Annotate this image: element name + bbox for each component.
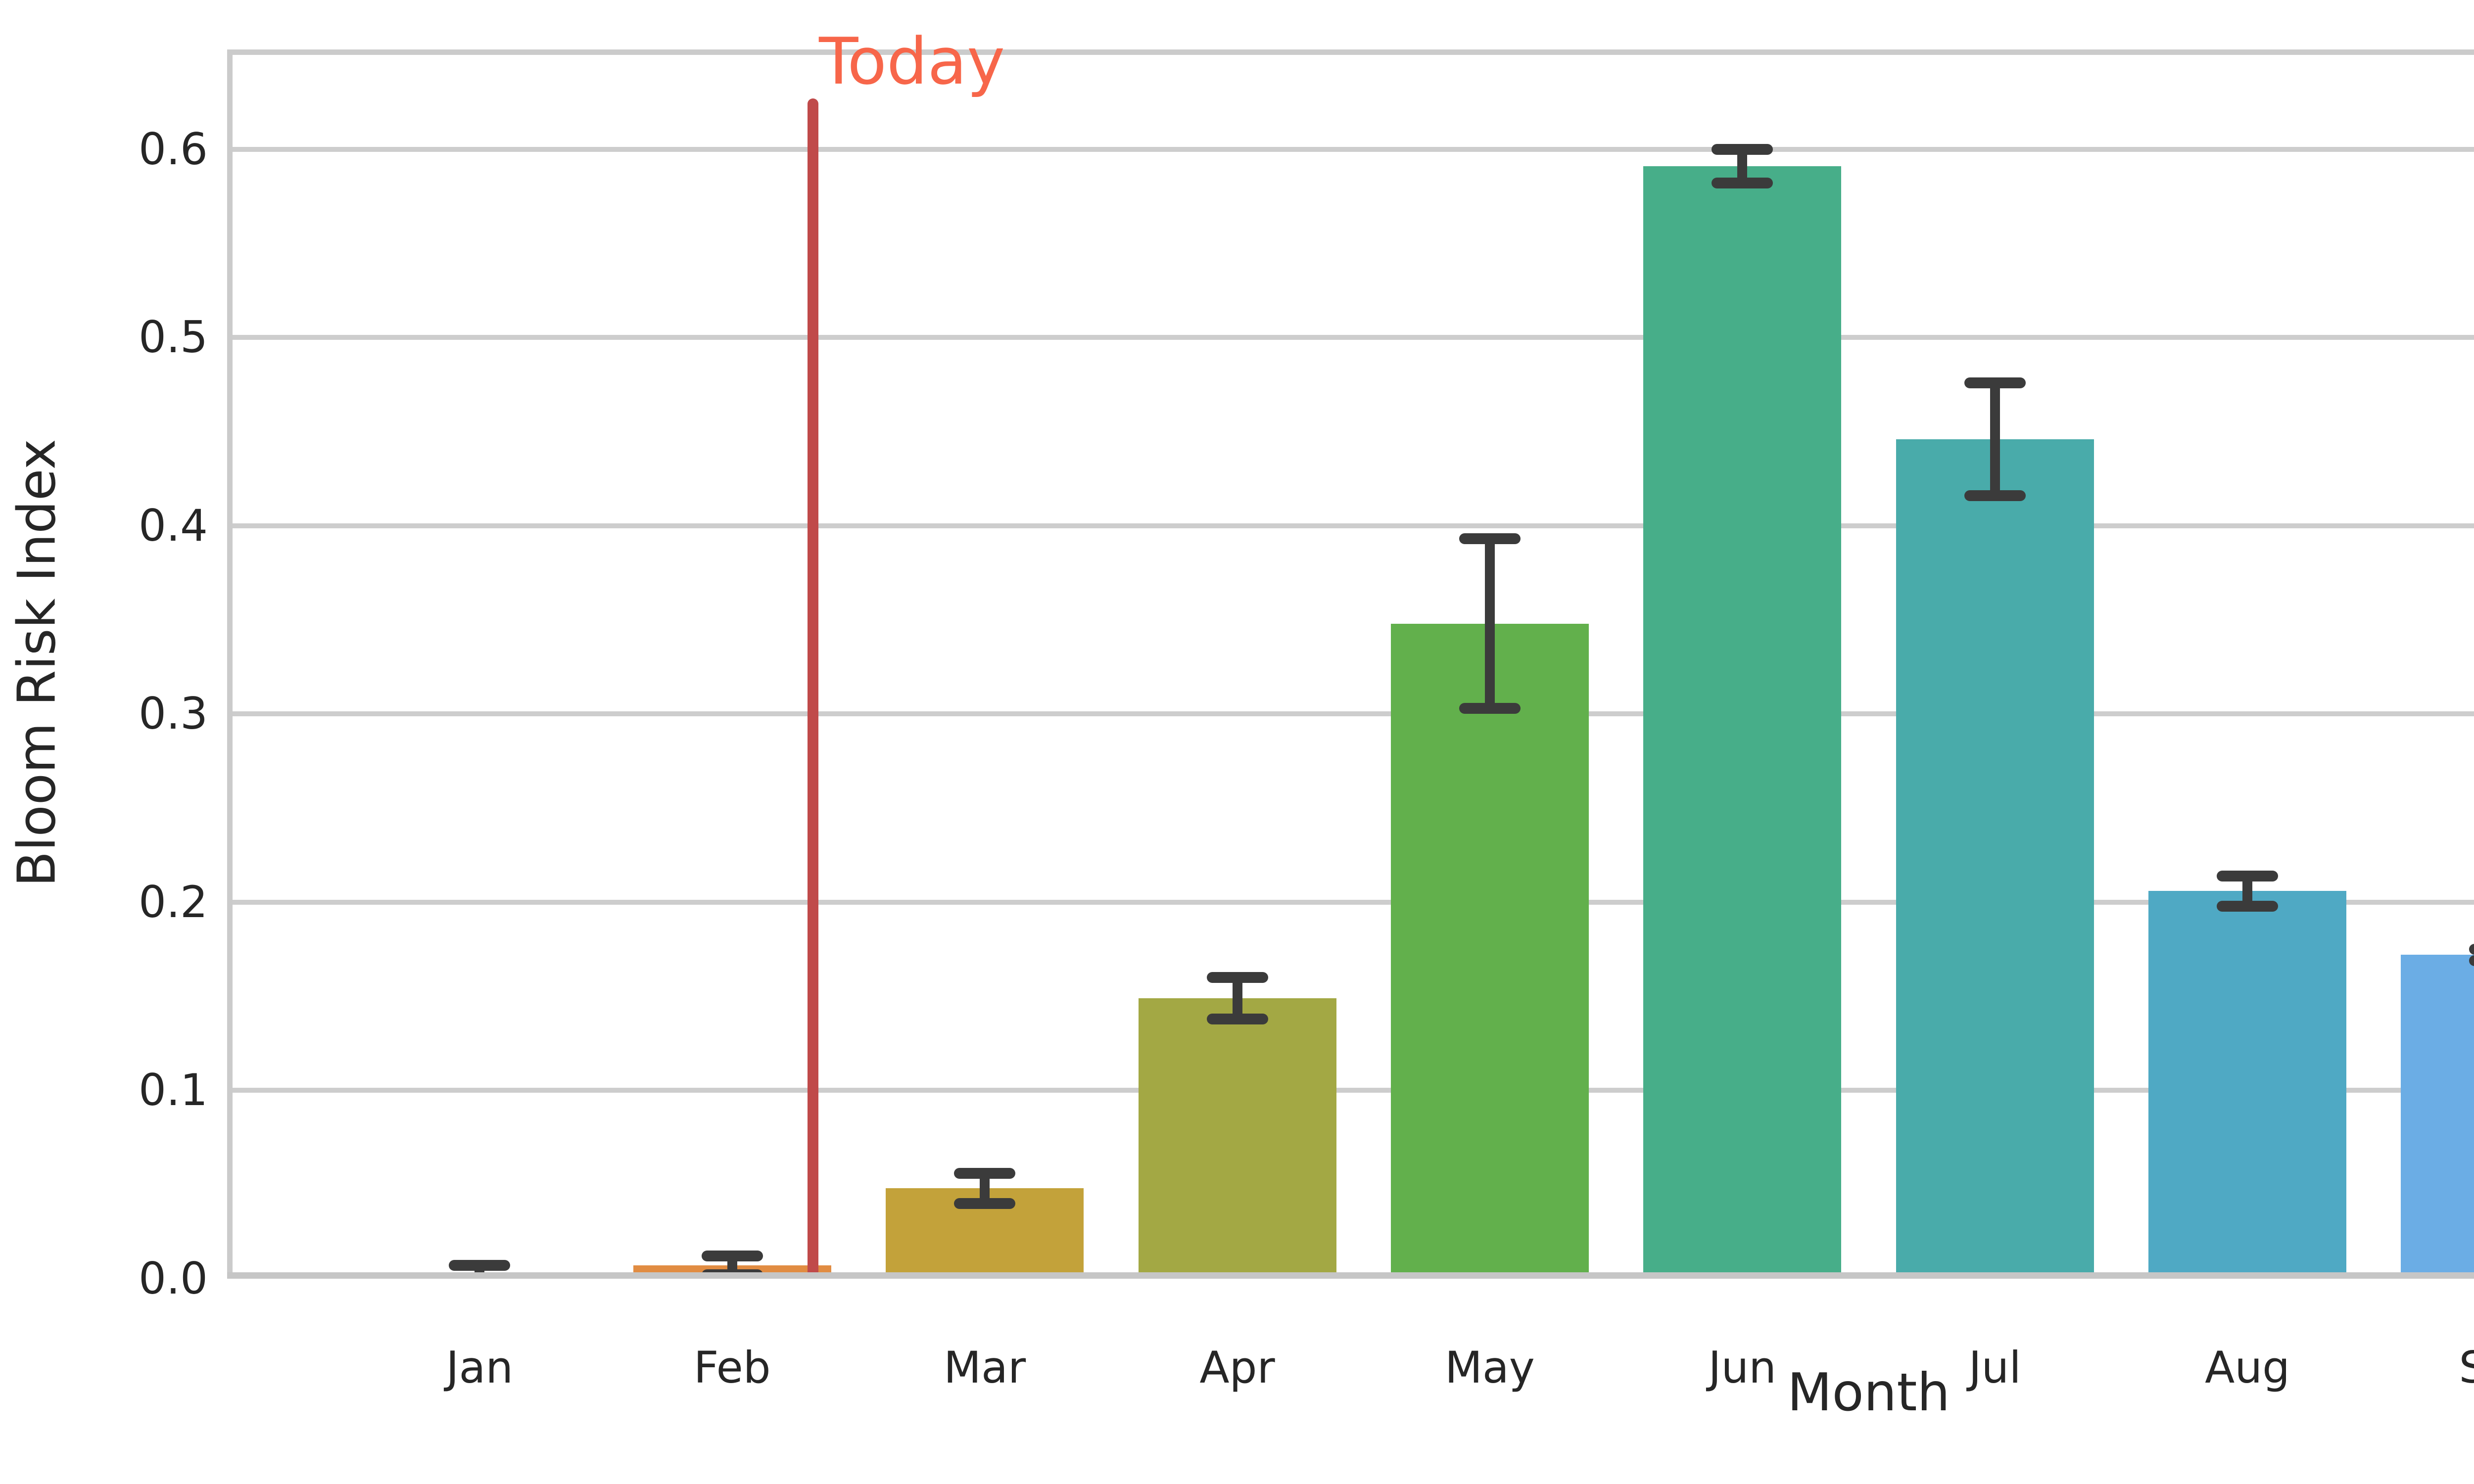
x-tick-jun: Jun xyxy=(1708,1342,1777,1393)
bar-jul xyxy=(1896,439,2094,1279)
gridline-y-0.2 xyxy=(227,899,2474,905)
error-bar-mar xyxy=(980,1173,990,1204)
x-axis-line xyxy=(227,1272,2474,1279)
x-tick-sep: Sep xyxy=(2459,1342,2474,1393)
error-cap-top-mar xyxy=(954,1167,1016,1179)
error-cap-bottom-apr xyxy=(1206,1013,1268,1024)
y-tick-0.2: 0.2 xyxy=(139,876,208,928)
error-cap-top-jul xyxy=(1964,377,2026,388)
error-bar-jul xyxy=(1990,382,2000,496)
y-tick-0.0: 0.0 xyxy=(139,1253,208,1304)
error-cap-top-aug xyxy=(2217,870,2279,881)
error-cap-top-sep xyxy=(2469,944,2474,955)
y-tick-0.6: 0.6 xyxy=(139,123,208,175)
error-cap-bottom-may xyxy=(1459,702,1521,714)
bar-sep xyxy=(2401,955,2474,1279)
x-tick-feb: Feb xyxy=(693,1342,771,1393)
plot-area: Today JanFebMarAprMayJunJulAugSepOctNovD… xyxy=(227,29,2474,1390)
gridline-y-0.4 xyxy=(227,523,2474,528)
bar-may xyxy=(1390,623,1589,1279)
x-tick-aug: Aug xyxy=(2205,1342,2290,1393)
bar-aug xyxy=(2148,891,2347,1279)
x-tick-jan: Jan xyxy=(446,1342,514,1393)
x-tick-mar: Mar xyxy=(944,1342,1026,1393)
y-tick-0.1: 0.1 xyxy=(139,1065,208,1116)
gridline-y-0.1 xyxy=(227,1088,2474,1093)
bar-apr xyxy=(1138,998,1336,1279)
gridline-y-0.3 xyxy=(227,711,2474,717)
error-cap-bottom-jun xyxy=(1712,178,1773,189)
error-cap-top-may xyxy=(1459,533,1521,545)
error-cap-top-feb xyxy=(701,1251,763,1262)
bar-jun xyxy=(1643,166,1842,1279)
error-cap-bottom-aug xyxy=(2217,900,2279,912)
plot-clip-region xyxy=(227,49,2474,1279)
x-tick-jul: Jul xyxy=(1968,1342,2021,1393)
error-cap-bottom-sep xyxy=(2469,955,2474,966)
error-cap-top-apr xyxy=(1206,972,1268,983)
error-cap-bottom-mar xyxy=(954,1198,1016,1209)
today-annotation-label: Today xyxy=(819,23,1005,99)
error-bar-apr xyxy=(1232,977,1242,1019)
left-spine xyxy=(227,49,233,1279)
error-cap-top-jan xyxy=(449,1260,511,1271)
x-axis-label: Month xyxy=(1787,1362,1951,1423)
gridline-y-0.6 xyxy=(227,146,2474,152)
today-line xyxy=(808,98,819,1279)
error-bar-aug xyxy=(2242,876,2253,906)
y-tick-0.5: 0.5 xyxy=(139,312,208,363)
error-bar-may xyxy=(1484,539,1495,708)
error-bar-jun xyxy=(1737,149,1748,184)
x-tick-may: May xyxy=(1444,1342,1535,1393)
y-tick-0.3: 0.3 xyxy=(139,688,208,740)
y-tick-0.4: 0.4 xyxy=(139,500,208,551)
x-tick-apr: Apr xyxy=(1199,1342,1275,1393)
gridline-y-0.5 xyxy=(227,335,2474,340)
error-cap-top-jun xyxy=(1712,143,1773,155)
top-spine xyxy=(227,49,2474,55)
error-cap-bottom-jul xyxy=(1964,490,2026,501)
